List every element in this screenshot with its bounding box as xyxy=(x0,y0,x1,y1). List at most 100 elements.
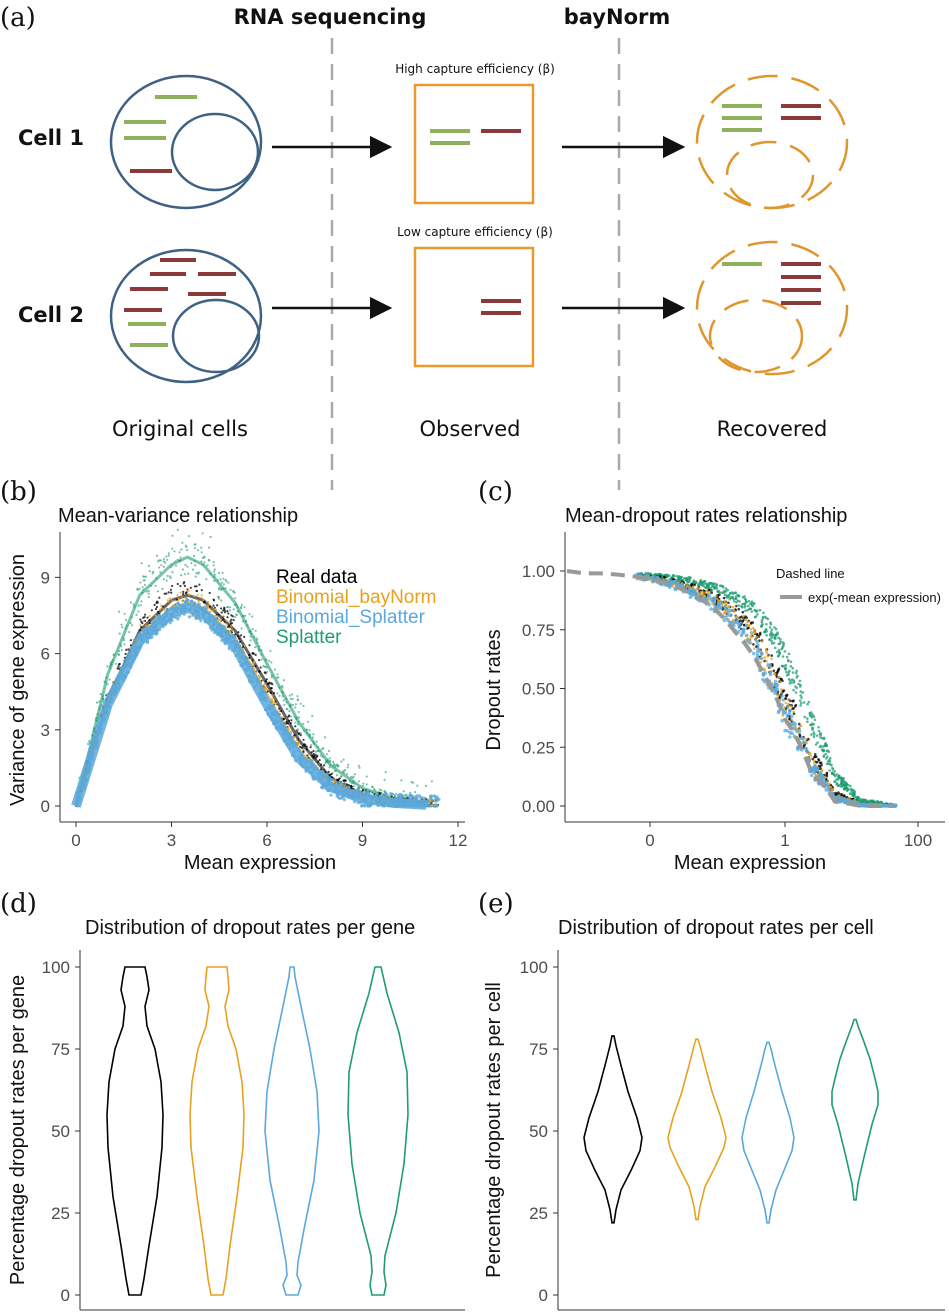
chart-b-plot xyxy=(71,528,441,810)
c-point xyxy=(792,710,795,714)
c-ytick-label: 1.00 xyxy=(522,562,555,581)
c-point xyxy=(787,678,791,681)
b-point xyxy=(378,788,381,791)
c-point xyxy=(668,581,673,586)
b-point xyxy=(410,794,414,798)
c-point xyxy=(688,580,691,584)
c-point xyxy=(708,581,711,585)
d-violin-group xyxy=(347,966,409,1296)
b-point xyxy=(327,749,331,753)
d-ytick-label: 75 xyxy=(51,1040,70,1059)
b-point xyxy=(345,773,349,776)
c-point xyxy=(781,641,785,644)
b-point xyxy=(181,568,184,571)
c-point xyxy=(779,637,782,641)
c-point xyxy=(831,772,834,776)
chart-b-ylabel: Variance of gene expression xyxy=(7,554,29,806)
b-point xyxy=(347,763,350,766)
c-point xyxy=(824,742,827,745)
b-xtick-label: 0 xyxy=(71,831,80,850)
c-point xyxy=(761,640,764,643)
b-point xyxy=(248,644,251,647)
c-point xyxy=(694,580,698,584)
b-point xyxy=(169,588,172,591)
b-point xyxy=(267,688,270,691)
b-point xyxy=(264,686,267,689)
c-point xyxy=(724,587,728,590)
b-point xyxy=(384,791,388,795)
c-point xyxy=(835,778,838,781)
b-point xyxy=(186,548,189,552)
b-point xyxy=(271,694,274,697)
b-point xyxy=(124,652,127,656)
b-point xyxy=(414,791,417,794)
chart-b-xlabel: Mean expression xyxy=(184,852,336,874)
c-point xyxy=(774,637,777,640)
b-point xyxy=(290,719,293,722)
stage-rna-sequencing: RNA sequencing xyxy=(234,5,427,29)
c-point xyxy=(727,605,731,608)
c-point xyxy=(791,671,795,674)
b-point xyxy=(344,779,347,782)
c-point xyxy=(802,740,806,745)
panel-a: (a) RNA sequencing bayNorm Cell 1 High c… xyxy=(0,3,849,490)
c-point xyxy=(811,726,814,730)
c-point xyxy=(658,572,661,576)
b-point xyxy=(181,541,184,544)
c-point xyxy=(666,573,670,577)
b-point xyxy=(118,632,121,635)
c-point xyxy=(775,650,779,654)
b-point xyxy=(123,643,126,646)
b-point xyxy=(148,615,151,618)
c-point xyxy=(798,733,801,736)
b-point xyxy=(146,616,149,619)
b-point xyxy=(223,609,226,612)
b-point xyxy=(194,575,197,578)
c-point xyxy=(774,627,778,631)
b-point xyxy=(213,608,216,611)
b-point xyxy=(297,742,300,745)
b-point xyxy=(276,692,279,695)
c-point xyxy=(783,706,786,709)
c-point xyxy=(737,595,740,598)
b-series-band xyxy=(71,602,427,810)
c-point xyxy=(776,632,779,636)
b-point xyxy=(141,586,144,589)
b-point xyxy=(232,590,235,593)
b-point xyxy=(124,618,128,622)
c-point xyxy=(751,651,756,656)
b-point xyxy=(393,794,396,797)
b-point xyxy=(282,679,285,682)
c-point xyxy=(780,694,784,698)
c-point xyxy=(757,635,761,638)
b-point xyxy=(430,780,433,783)
c-point xyxy=(739,619,742,622)
c-point xyxy=(804,737,808,741)
c-point xyxy=(709,598,713,602)
c-point xyxy=(815,755,818,758)
panel-label-e: (e) xyxy=(478,889,514,919)
b-point xyxy=(330,772,333,776)
b-point xyxy=(220,599,223,602)
b-point xyxy=(312,752,315,756)
c-point xyxy=(772,669,776,673)
b-point xyxy=(208,559,211,562)
c-point xyxy=(805,750,810,754)
c-point xyxy=(825,762,829,766)
b-series-Binomial_Splatter xyxy=(71,598,441,810)
c-point xyxy=(790,731,794,735)
b-point xyxy=(338,777,341,780)
b-point xyxy=(158,559,161,562)
c-ytick-label: 0.00 xyxy=(522,797,555,816)
panel-label-b: (b) xyxy=(0,477,37,507)
c-point xyxy=(806,720,809,723)
b-point xyxy=(243,644,246,648)
b-point xyxy=(225,619,228,623)
c-point xyxy=(866,800,869,803)
b-point xyxy=(197,602,201,606)
c-point xyxy=(852,794,856,797)
b-point xyxy=(232,619,235,622)
e-violin-group xyxy=(667,1038,727,1221)
c-point xyxy=(773,679,778,684)
b-point xyxy=(162,557,165,561)
